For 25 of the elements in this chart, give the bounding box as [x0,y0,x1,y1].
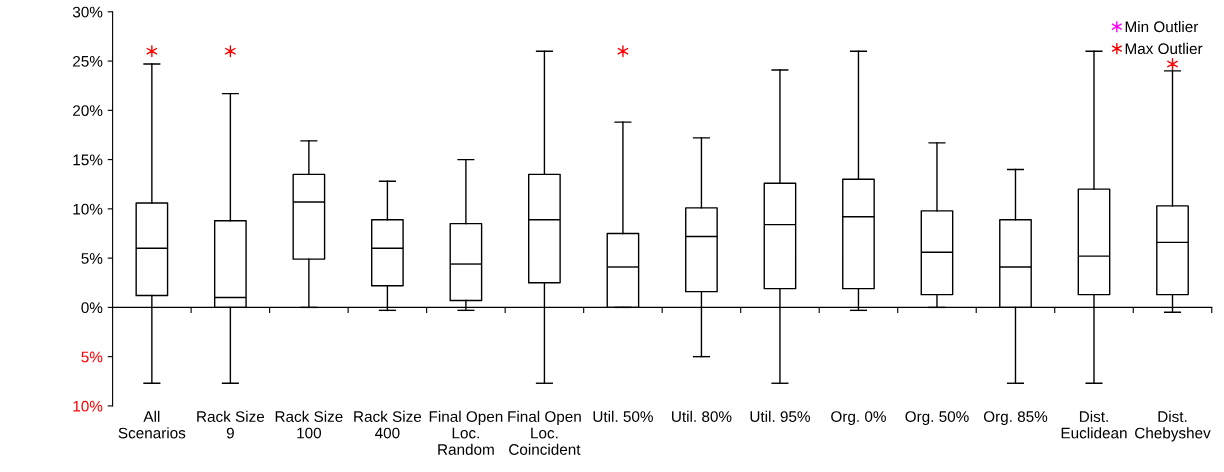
legend-label: Min Outlier [1125,20,1199,33]
x-tick-label: Rack Size 9 [197,410,265,439]
x-tick-label: All Scenarios [118,410,186,439]
x-tick-label: Final Open Loc. Random [429,410,503,455]
y-tick-label: 20% [73,105,103,117]
x-tick-label: Final Open Loc. Coincident [508,410,581,455]
x-tick-label: Util. 80% [672,410,732,422]
legend-label: Max Outlier [1125,42,1203,55]
x-tick-label: Org. 50% [905,411,969,426]
y-tick-label: 0% [81,302,103,314]
y-tick-label: 15% [73,154,103,166]
x-tick-label: Util. 50% [593,410,653,422]
x-tick-label: Rack Size 100 [275,410,343,439]
y-tick-label: 30% [72,6,103,18]
x-tick-label: Rack Size 400 [354,410,422,439]
y-tick-label: 25% [73,55,103,67]
x-tick-label: Dist. Chebyshev [1135,410,1211,442]
y-tick-label: 10% [73,203,103,215]
y-tick-label: 10% [73,400,103,412]
x-tick-label: Util. 95% [750,410,810,422]
y-tick-label: 5% [81,253,103,264]
x-tick-label: Dist. Euclidean [1061,410,1127,439]
x-tick-label: Org. 0% [831,411,886,426]
y-tick-label: 5% [81,351,103,363]
x-tick-label: Org. 85% [983,411,1048,426]
